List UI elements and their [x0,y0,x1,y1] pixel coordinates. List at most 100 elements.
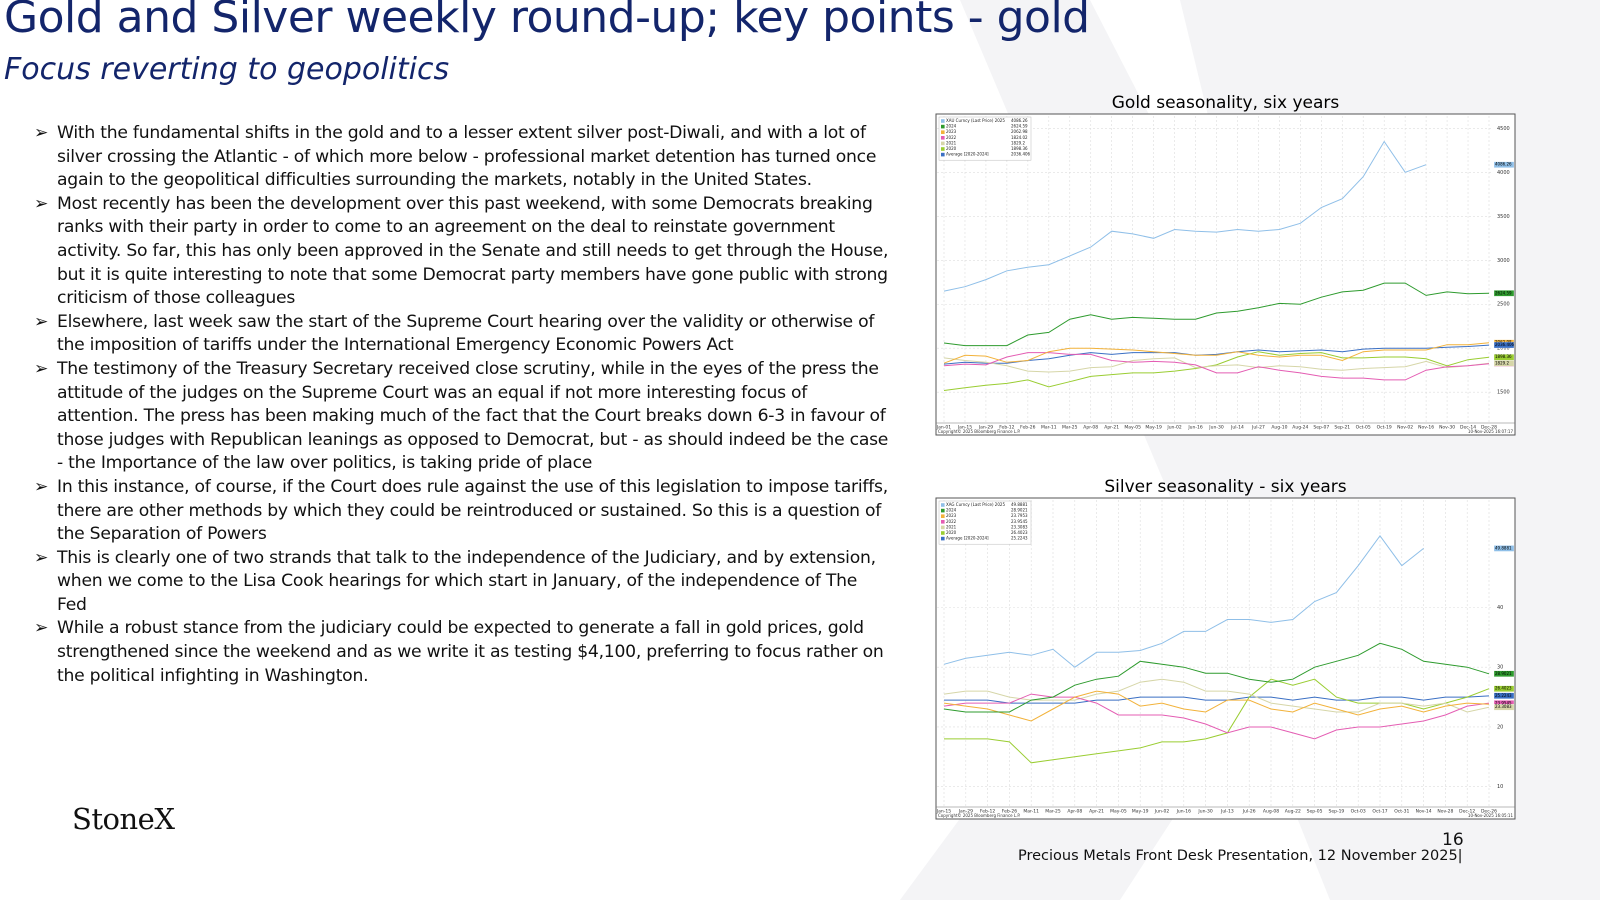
legend-swatch [941,508,945,513]
x-tick-label: May-19 [1145,425,1162,431]
last-value-tag [1493,161,1515,168]
y-tick-label: 20 [1497,724,1503,730]
y-tick-label: 40 [1497,605,1503,611]
legend-swatch [941,124,945,129]
x-tick-label: Mar-25 [1045,809,1061,815]
series-line [944,695,1490,704]
x-tick-label: Jul-27 [1251,425,1265,431]
legend-swatch [941,531,945,535]
x-tick-label: Dec-14 [1460,425,1476,431]
series-line [943,357,1490,373]
bullet: Most recently has been the development o… [30,193,890,311]
x-tick-label: Jul-13 [1220,809,1234,815]
legend-label: 2024 [946,508,957,513]
x-tick-label: Jun-16 [1176,809,1192,815]
legend-label: Average [2020-2024] [946,536,989,541]
legend-label: 2023 [946,513,957,518]
legend-label: 2021 [946,140,957,145]
legend-swatch [941,119,945,123]
last-value-tag [1493,545,1515,552]
page-number: 16 [1442,830,1464,850]
legend-swatch [941,130,945,134]
legend-value: 49.8881 [1011,502,1028,507]
x-tick-label: Feb-26 [1002,809,1017,815]
y-tick-label: 10 [1497,784,1503,790]
last-value-label: 2624.59 [1495,290,1512,295]
y-tick-label: 2500 [1497,302,1510,308]
x-tick-label: Mar-11 [1023,809,1039,815]
footer-note: Precious Metals Front Desk Presentation,… [1018,848,1463,864]
last-value-label: 26.4023 [1495,686,1512,691]
legend-value: 4086.26 [1011,118,1028,123]
last-value-label: 2036.406 [1495,342,1515,347]
bullet: In this instance, of course, if the Cour… [30,476,890,547]
last-value-label: 4086.26 [1495,162,1512,167]
x-tick-label: Sep-19 [1328,809,1344,815]
x-tick-label: Apr-21 [1089,809,1104,815]
copyright: Copyright© 2025 Bloomberg Finance L.P. [938,429,1020,434]
last-value-tag [1493,290,1515,297]
bullet: This is clearly one of two strands that … [30,547,890,618]
legend-label: 2023 [946,129,957,134]
x-tick-label: Apr-08 [1083,425,1098,431]
x-tick-label: Aug-24 [1292,425,1308,431]
chart-frame [935,497,1516,820]
timestamp: 10-Nov-2025 16:07:17 [1468,429,1514,434]
legend-swatch [941,503,945,507]
legend-swatch [941,536,945,541]
last-value-tag [1493,341,1515,349]
x-tick-label: May-05 [1124,425,1141,431]
x-tick-label: Jun-02 [1166,425,1182,431]
x-tick-label: Jan-15 [936,809,951,815]
legend-label: 2022 [946,519,957,524]
bullet: With the fundamental shifts in the gold … [30,122,890,193]
y-tick-label: 2000 [1497,346,1510,352]
legend-swatch [941,514,945,518]
x-tick-label: Oct-03 [1351,809,1366,815]
y-tick-label: 3000 [1497,258,1510,264]
copyright: Copyright© 2025 Bloomberg Finance L.P. [938,813,1020,818]
legend-box [938,500,1032,545]
series-line [943,344,1490,365]
legend-value: 2624.59 [1011,124,1028,129]
legend-value: 25.2243 [1011,536,1028,541]
x-tick-label: Jun-30 [1208,425,1224,431]
last-value-tag [1493,685,1515,692]
chart-frame [935,113,1516,436]
legend-swatch [941,525,945,530]
last-value-tag [1493,354,1515,361]
x-tick-label: Feb-12 [980,809,995,815]
x-tick-label: Dec-28 [1481,425,1497,431]
last-value-tag [1493,704,1515,711]
y-tick-label: 3500 [1497,214,1510,220]
x-tick-label: Sep-05 [1307,809,1323,815]
x-tick-label: May-05 [1110,809,1127,815]
legend-swatch [941,520,945,524]
x-tick-label: Nov-28 [1437,809,1453,815]
title: Gold and Silver weekly round-up; key poi… [4,0,1090,43]
x-tick-label: Jan-29 [978,425,993,431]
y-tick-label: 4500 [1497,126,1510,132]
legend-value: 23.7953 [1011,513,1028,518]
series-line [943,534,1424,668]
legend-swatch [941,141,945,146]
logo: StoneX [72,802,175,836]
legend-swatch [941,152,945,157]
y-tick-label: 4000 [1497,170,1510,176]
legend-value: 2062.98 [1011,129,1028,134]
legend-box [938,116,1032,161]
x-tick-label: Dec-26 [1481,809,1497,815]
legend-label: Average [2020-2024] [946,152,989,157]
series-line [943,140,1427,292]
x-tick-label: Mar-25 [1062,425,1078,431]
x-tick-label: Jul-26 [1242,809,1256,815]
legend-label: 2020 [946,530,957,535]
legend-value: 23.9545 [1011,519,1028,524]
last-value-label: 28.9021 [1495,671,1512,676]
bullet: Elsewhere, last week saw the start of th… [30,311,890,358]
legend-value: 2036.406 [1011,152,1031,157]
x-tick-label: Sep-07 [1313,425,1329,431]
series-line [943,642,1490,713]
x-tick-label: Jan-29 [958,809,973,815]
legend-label: 2024 [946,124,957,129]
